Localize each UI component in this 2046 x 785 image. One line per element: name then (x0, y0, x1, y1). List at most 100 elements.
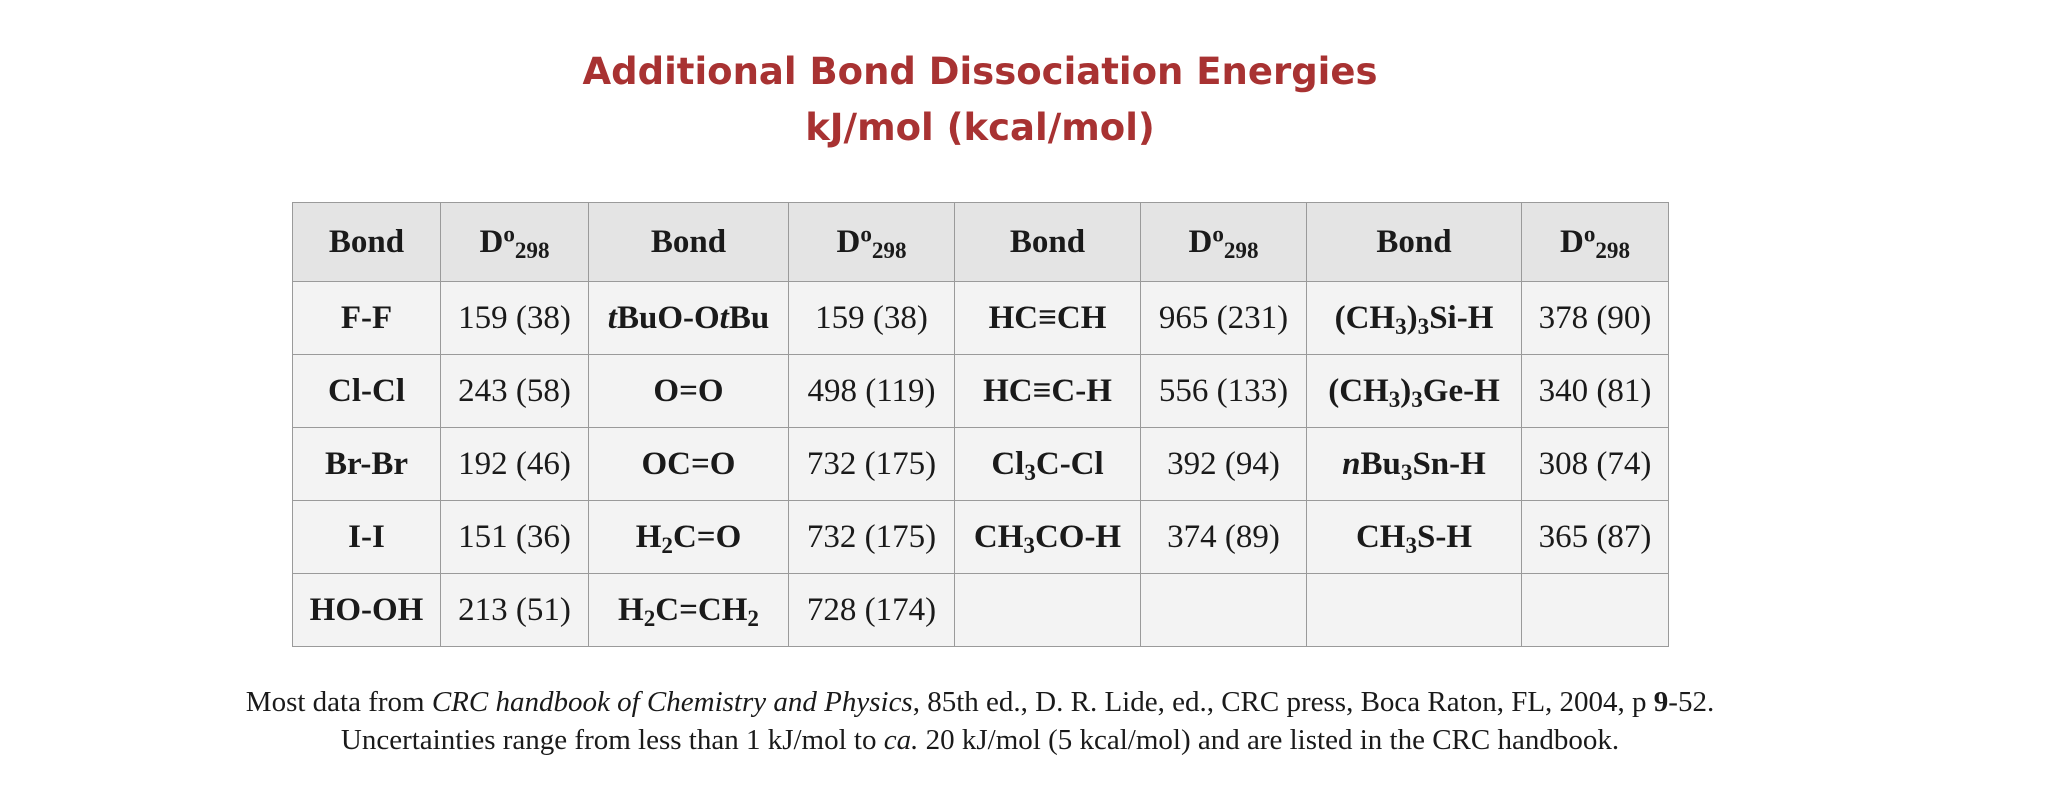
header-d-symbol: D (1559, 223, 1584, 260)
energy-value-cell: 728 (174) (788, 573, 955, 647)
bond-text: Sn-H (1412, 445, 1486, 482)
title-line-1: Additional Bond Dissociation Energies (582, 50, 1378, 93)
bond-text: Si-H (1429, 299, 1494, 336)
bond-cell: (CH3)3Ge-H (1306, 354, 1522, 428)
bond-text: Br-Br (324, 445, 409, 482)
bond-text: HC≡C-H (983, 372, 1112, 409)
energy-value-cell: 151 (36) (440, 500, 589, 574)
source-page-section: 9 (1653, 686, 1669, 718)
table-row: Cl-Cl 243 (58) O=O 498 (119) HC≡C-H 556 (133)… (292, 354, 1669, 428)
bond-energy-table: Bond Do298 Bond Do298 Bond Do298 Bond Do298 F-F… (292, 202, 1669, 647)
header-dissociation-energy-4: Do298 (1521, 202, 1669, 282)
bond-text: HO-OH (309, 591, 424, 628)
table-row: HO-OH 213 (51) H2C=CH2 728 (174) (292, 573, 1669, 647)
header-dissociation-energy-3: Do298 (1140, 202, 1307, 282)
bond-text: F-F (340, 299, 393, 336)
bond-text: H (618, 591, 644, 628)
energy-value-cell: 243 (58) (440, 354, 589, 428)
bond-text: CO-H (1034, 518, 1122, 555)
uncertainty-note-prefix: Uncertainties range from less than 1 kJ/… (340, 724, 884, 756)
bond-text: C=CH (655, 591, 748, 628)
circa-abbreviation: ca. (883, 724, 919, 756)
energy-value-cell: 732 (175) (788, 427, 955, 501)
table-header-row: Bond Do298 Bond Do298 Bond Do298 Bond Do298 (292, 202, 1669, 282)
energy-value-cell: 192 (46) (440, 427, 589, 501)
bond-subscript: 2 (643, 604, 656, 631)
bond-text: ) (1400, 372, 1412, 409)
source-note-details: , 85th ed., D. R. Lide, ed., CRC press, … (912, 686, 1654, 718)
bond-text: CH (1355, 518, 1406, 555)
energy-value-cell: 365 (87) (1521, 500, 1669, 574)
bond-text: C=O (672, 518, 742, 555)
header-d-symbol: D (479, 223, 504, 260)
bond-text: ) (1406, 299, 1418, 336)
title-line-2-units: kJ/mol (kcal/mol) (805, 106, 1155, 149)
energy-value-cell: 159 (38) (788, 281, 955, 355)
page-title: Additional Bond Dissociation Energies kJ… (0, 44, 1960, 156)
header-d-subscript: 298 (1223, 236, 1259, 263)
bond-text: CH (973, 518, 1024, 555)
source-title: CRC handbook of Chemistry and Physics (431, 686, 913, 718)
uncertainty-note-rest: 20 kJ/mol (5 kcal/mol) and are listed in… (918, 724, 1620, 756)
bond-text: OC=O (641, 445, 736, 482)
header-d-symbol: D (1188, 223, 1213, 260)
bond-text: t (607, 299, 617, 336)
header-d-superscript: o (1212, 220, 1224, 247)
bond-text: Ge-H (1422, 372, 1500, 409)
energy-value-cell (1521, 573, 1669, 647)
energy-value-cell (1140, 573, 1307, 647)
header-dissociation-energy-1: Do298 (440, 202, 589, 282)
bond-text: (CH (1328, 372, 1389, 409)
bond-text: BuO-O (616, 299, 720, 336)
energy-value-cell: 732 (175) (788, 500, 955, 574)
header-d-symbol: D (836, 223, 861, 260)
bond-cell: I-I (292, 500, 441, 574)
table-body: F-F 159 (38) tBuO-OtBu 159 (38) HC≡CH 965 (23… (292, 281, 1669, 647)
header-d-subscript: 298 (514, 236, 550, 263)
bond-text: Cl-Cl (328, 372, 405, 409)
header-d-superscript: o (860, 220, 872, 247)
table-row: Br-Br 192 (46) OC=O 732 (175) Cl3C-Cl 392 (94… (292, 427, 1669, 501)
header-bond-1: Bond (292, 202, 441, 282)
bond-text: Cl (991, 445, 1025, 482)
bond-subscript: 3 (1400, 458, 1413, 485)
bond-subscript: 2 (747, 604, 759, 631)
bond-cell: F-F (292, 281, 441, 355)
bond-cell: HC≡CH (954, 281, 1141, 355)
bond-cell: OC=O (588, 427, 789, 501)
bond-subscript: 2 (661, 531, 673, 558)
bond-text: Bu (728, 299, 770, 336)
energy-value-cell: 392 (94) (1140, 427, 1307, 501)
source-page-number: -52. (1668, 686, 1715, 718)
bond-text: O=O (653, 372, 724, 409)
energy-value-cell: 213 (51) (440, 573, 589, 647)
bond-text: I-I (348, 518, 385, 555)
source-note: Most data from CRC handbook of Chemistry… (0, 683, 1960, 721)
bond-subscript: 3 (1405, 531, 1418, 558)
energy-value-cell: 159 (38) (440, 281, 589, 355)
source-note-prefix: Most data from (245, 686, 432, 718)
bond-cell: O=O (588, 354, 789, 428)
bond-cell: HO-OH (292, 573, 441, 647)
bond-cell (1306, 573, 1522, 647)
bond-cell: H2C=CH2 (588, 573, 789, 647)
energy-value-cell: 340 (81) (1521, 354, 1669, 428)
bond-text: C-Cl (1035, 445, 1104, 482)
header-bond-4: Bond (1306, 202, 1522, 282)
bond-cell: (CH3)3Si-H (1306, 281, 1522, 355)
header-bond-3: Bond (954, 202, 1141, 282)
bond-cell (954, 573, 1141, 647)
energy-value-cell: 374 (89) (1140, 500, 1307, 574)
table-row: F-F 159 (38) tBuO-OtBu 159 (38) HC≡CH 965 (23… (292, 281, 1669, 355)
bond-text: t (719, 299, 729, 336)
energy-value-cell: 965 (231) (1140, 281, 1307, 355)
bond-cell: Br-Br (292, 427, 441, 501)
header-bond-2: Bond (588, 202, 789, 282)
uncertainty-note: Uncertainties range from less than 1 kJ/… (0, 721, 1960, 759)
bond-cell: Cl3C-Cl (954, 427, 1141, 501)
bond-text: Bu (1360, 445, 1401, 482)
bond-text: S-H (1417, 518, 1473, 555)
bond-subscript: 3 (1388, 385, 1401, 412)
energy-value-cell: 498 (119) (788, 354, 955, 428)
energy-value-cell: 378 (90) (1521, 281, 1669, 355)
